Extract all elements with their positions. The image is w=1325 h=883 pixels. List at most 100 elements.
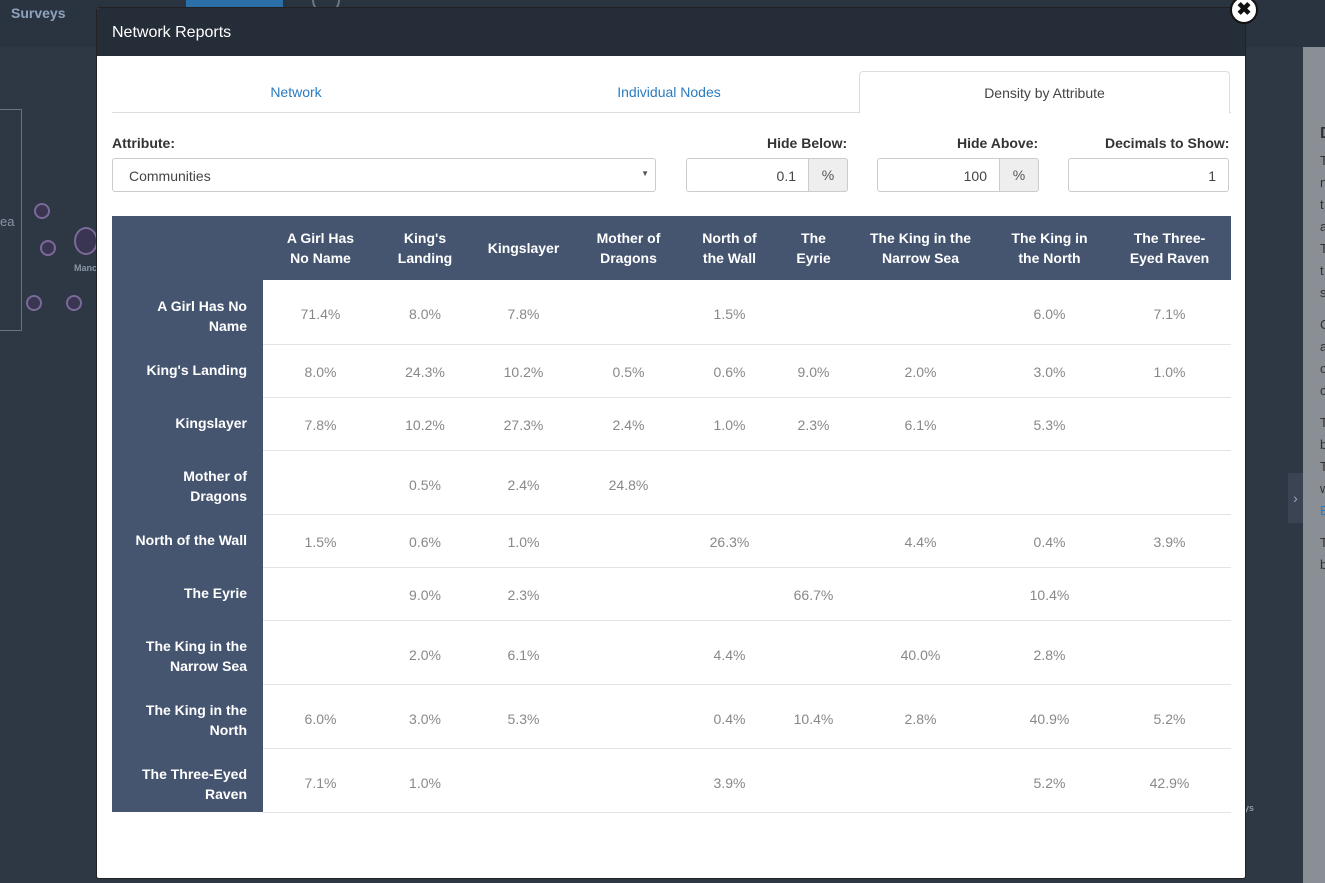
- table-cell: 7.8%: [472, 280, 575, 345]
- hide-below-percent: %: [809, 158, 848, 192]
- tab-network[interactable]: Network: [270, 84, 322, 100]
- column-header: King's Landing: [378, 216, 472, 280]
- table-row: The Three-Eyed Raven 7.1% 1.0% 3.9% 5.2% …: [112, 748, 1231, 813]
- table-header-row: A Girl Has No Name King's Landing Kingslay…: [112, 216, 1231, 280]
- table-cell: 4.4%: [682, 620, 777, 685]
- density-table: A Girl Has No Name King's Landing Kingslay…: [112, 216, 1231, 813]
- table-cell: 71.4%: [263, 280, 378, 345]
- decimals-label: Decimals to Show:: [1105, 135, 1230, 151]
- table-cell: 40.9%: [991, 684, 1108, 749]
- attribute-label: Attribute:: [112, 135, 175, 151]
- table-cell: 24.8%: [575, 450, 682, 515]
- table-cell: 9.0%: [777, 344, 850, 398]
- table-row: Mother of Dragons 0.5% 2.4% 24.8%: [112, 450, 1231, 515]
- row-header: The Three-Eyed Raven: [112, 748, 263, 812]
- tab-density-by-attribute[interactable]: Density by Attribute: [859, 71, 1230, 114]
- table-cell: [263, 620, 378, 685]
- table-cell: 4.4%: [850, 514, 991, 568]
- table-cell: [575, 748, 682, 813]
- table-cell: 8.0%: [378, 280, 472, 345]
- table-cell: [682, 567, 777, 621]
- table-cell: 1.0%: [378, 748, 472, 813]
- table-cell: 0.6%: [682, 344, 777, 398]
- table-cell: 2.8%: [850, 684, 991, 749]
- table-cell: 0.6%: [378, 514, 472, 568]
- graph-node: [34, 203, 50, 219]
- right-panel: [1303, 47, 1325, 883]
- table-cell: 66.7%: [777, 567, 850, 621]
- table-cell: 40.0%: [850, 620, 991, 685]
- tab-individual-nodes[interactable]: Individual Nodes: [617, 84, 721, 100]
- hide-above-input[interactable]: 100: [877, 158, 1000, 192]
- decimals-input[interactable]: 1: [1068, 158, 1229, 192]
- chevron-right-icon[interactable]: ›: [1288, 473, 1303, 523]
- table-cell: 9.0%: [378, 567, 472, 621]
- table-cell: [777, 450, 850, 515]
- hide-below-input[interactable]: 0.1: [686, 158, 809, 192]
- table-cell: 26.3%: [682, 514, 777, 568]
- close-icon[interactable]: ✖: [1230, 0, 1258, 24]
- row-header: The King in the North: [112, 684, 263, 748]
- left-panel-text: ea: [0, 214, 15, 229]
- table-cell: 3.9%: [682, 748, 777, 813]
- table-cell: 1.5%: [263, 514, 378, 568]
- table-cell: [472, 748, 575, 813]
- table-cell: [777, 748, 850, 813]
- table-row: The Eyrie 9.0% 2.3% 66.7% 10.4%: [112, 567, 1231, 621]
- table-cell: [1108, 450, 1231, 515]
- graph-node-label: Manc: [74, 263, 98, 273]
- table-cell: 24.3%: [378, 344, 472, 398]
- table-cell: 2.8%: [991, 620, 1108, 685]
- row-header: The King in the Narrow Sea: [112, 620, 263, 684]
- table-cell: [1108, 620, 1231, 685]
- table-cell: 5.3%: [991, 397, 1108, 451]
- table-cell: [991, 450, 1108, 515]
- column-header: Mother of Dragons: [575, 216, 682, 280]
- table-row: Kingslayer 7.8% 10.2% 27.3% 2.4% 1.0% 2.…: [112, 397, 1231, 451]
- column-header: Kingslayer: [472, 216, 575, 280]
- table-cell: 7.1%: [1108, 280, 1231, 345]
- table-cell: [850, 280, 991, 345]
- row-header: North of the Wall: [112, 514, 263, 567]
- table-cell: [575, 620, 682, 685]
- row-header: Mother of Dragons: [112, 450, 263, 514]
- table-cell: 2.0%: [378, 620, 472, 685]
- graph-node: [74, 227, 98, 255]
- graph-node: [26, 295, 42, 311]
- caret-down-icon: ▼: [641, 169, 649, 178]
- table-cell: 42.9%: [1108, 748, 1231, 813]
- column-header: The King in the North: [991, 216, 1108, 280]
- row-header: A Girl Has No Name: [112, 280, 263, 344]
- nav-surveys[interactable]: Surveys: [11, 5, 66, 21]
- table-cell: [575, 567, 682, 621]
- table-cell: [850, 450, 991, 515]
- table-cell: 2.4%: [472, 450, 575, 515]
- table-cell: 10.4%: [991, 567, 1108, 621]
- left-panel: [0, 109, 22, 331]
- table-cell: 6.0%: [991, 280, 1108, 345]
- row-header: The Eyrie: [112, 567, 263, 620]
- table-cell: 10.2%: [378, 397, 472, 451]
- table-cell: 3.0%: [991, 344, 1108, 398]
- column-header: A Girl Has No Name: [263, 216, 378, 280]
- row-header: King's Landing: [112, 344, 263, 397]
- table-cell: 5.2%: [991, 748, 1108, 813]
- table-cell: [575, 280, 682, 345]
- table-cell: 10.4%: [777, 684, 850, 749]
- table-cell: 6.0%: [263, 684, 378, 749]
- table-corner: [112, 216, 263, 280]
- hide-below-label: Hide Below:: [767, 135, 848, 151]
- table-row: The King in the North 6.0% 3.0% 5.3% 0.4%…: [112, 684, 1231, 749]
- table-cell: 2.0%: [850, 344, 991, 398]
- hide-above-label: Hide Above:: [957, 135, 1039, 151]
- table-cell: 10.2%: [472, 344, 575, 398]
- attribute-select[interactable]: Communities ▼: [112, 158, 656, 192]
- table-cell: 2.4%: [575, 397, 682, 451]
- table-cell: 1.0%: [682, 397, 777, 451]
- table-cell: 6.1%: [472, 620, 575, 685]
- table-cell: [575, 684, 682, 749]
- nav-active-tab[interactable]: [186, 0, 283, 8]
- column-header: North of the Wall: [682, 216, 777, 280]
- table-cell: 1.5%: [682, 280, 777, 345]
- table-cell: 0.4%: [991, 514, 1108, 568]
